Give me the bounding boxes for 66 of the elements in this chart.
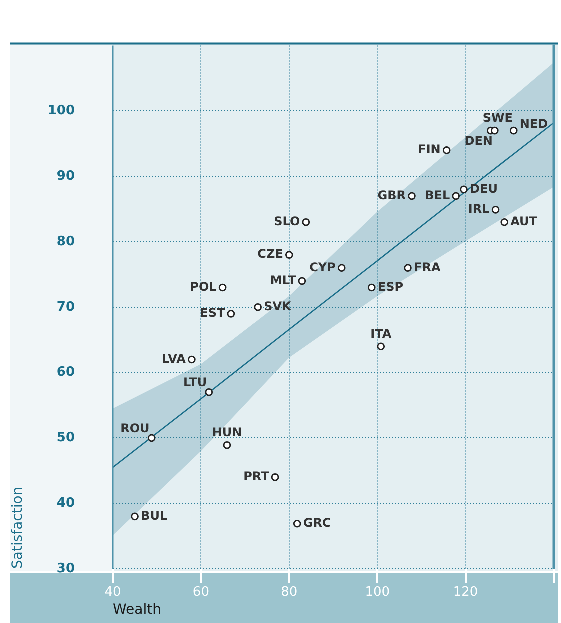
point	[510, 126, 518, 135]
point	[286, 251, 294, 259]
annotation: ROU	[120, 421, 150, 436]
y-tick-label: 60	[56, 365, 75, 380]
point	[452, 192, 460, 200]
point	[188, 356, 196, 364]
point	[338, 264, 346, 272]
point	[408, 192, 416, 200]
point	[404, 264, 412, 272]
annotation: AUT	[510, 214, 538, 229]
annotation: POL	[190, 280, 218, 294]
annotation: HUN	[212, 426, 242, 440]
y-tick-label: 90	[56, 168, 75, 184]
point	[442, 146, 451, 154]
annotation: PRT	[244, 470, 270, 484]
point	[460, 186, 468, 194]
x-axis-title: Wealth	[113, 602, 162, 618]
annotation: CYP	[310, 260, 336, 274]
x-tick-label: 80	[281, 585, 298, 600]
annotation: SVK	[264, 300, 292, 314]
x-tick-label: 100	[365, 585, 390, 600]
annotation: DEU	[470, 182, 498, 196]
annotation: DEN	[464, 134, 493, 148]
point	[368, 284, 376, 292]
annotation: SLO	[274, 214, 300, 229]
point	[148, 434, 156, 442]
point	[205, 388, 214, 396]
y-tick-label: 100	[48, 104, 75, 119]
point	[293, 520, 302, 528]
point	[218, 284, 227, 292]
x-tick-label: 40	[104, 585, 122, 600]
y-tick-label: 50	[56, 430, 75, 446]
annotation: ESP	[378, 280, 404, 294]
annotation: EST	[200, 306, 226, 320]
x-tick-label: 120	[453, 585, 478, 600]
annotation: LTU	[184, 376, 208, 390]
point	[298, 277, 306, 286]
y-tick-label: 70	[56, 300, 75, 315]
y-tick-label: 30	[56, 561, 75, 576]
annotation: BEL	[425, 188, 450, 202]
annotation: BUL	[141, 508, 168, 523]
annotation: GRC	[303, 516, 332, 530]
point	[377, 342, 386, 351]
point	[500, 218, 509, 226]
y-tick-label: 40	[56, 496, 75, 511]
annotation: CZE	[258, 247, 284, 262]
y-axis-title: Satisfaction	[10, 486, 26, 569]
annotation: MLT	[270, 273, 297, 288]
point	[131, 512, 139, 521]
annotation: LVA	[162, 352, 187, 366]
annotation: SWE	[482, 110, 513, 125]
annotation: FRA	[414, 260, 442, 274]
annotation: FIN	[418, 142, 441, 157]
annotation: GBR	[378, 188, 406, 202]
point	[491, 126, 499, 135]
y-tick-label: 80	[56, 234, 75, 250]
annotation: IRL	[468, 202, 490, 216]
annotation: ITA	[370, 326, 392, 341]
point	[254, 304, 262, 312]
point	[227, 310, 236, 318]
point	[271, 474, 280, 482]
point	[223, 441, 232, 450]
x-tick-label: 60	[192, 585, 210, 600]
annotation: NED	[520, 116, 548, 131]
point	[302, 218, 310, 226]
point	[492, 206, 500, 214]
